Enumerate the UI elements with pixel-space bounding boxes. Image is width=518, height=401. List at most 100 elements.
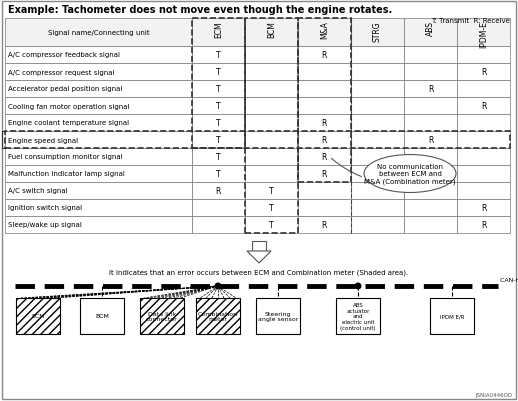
Bar [192, 217, 245, 233]
Text: R: R [215, 186, 221, 196]
Text: Accelerator pedal position signal: Accelerator pedal position signal [8, 86, 122, 92]
Text: STRG: STRG [373, 21, 382, 42]
Text: R: R [481, 102, 486, 111]
Bar [245, 19, 298, 47]
Bar [245, 115, 298, 132]
Bar [192, 166, 245, 182]
Bar [140, 298, 184, 334]
Text: A/C compressor request signal: A/C compressor request signal [8, 69, 114, 75]
Bar [5, 115, 192, 132]
Polygon shape [247, 251, 271, 263]
Text: A/C switch signal: A/C switch signal [8, 188, 68, 194]
Text: Sleep/wake up signal: Sleep/wake up signal [8, 222, 82, 228]
Bar [192, 81, 245, 98]
Bar [298, 81, 351, 98]
Text: T: T [269, 186, 274, 196]
Text: T: T [216, 170, 221, 178]
Text: It indicates that an error occurs between ECM and Combination meter (Shaded area: It indicates that an error occurs betwee… [109, 268, 409, 275]
Circle shape [354, 283, 362, 290]
Bar [457, 217, 510, 233]
Bar [336, 298, 380, 334]
Text: ABS
actuator
and
electric unit
(control unit): ABS actuator and electric unit (control … [340, 302, 376, 330]
Text: T: T [216, 68, 221, 77]
Text: R: R [322, 153, 327, 162]
Bar [351, 81, 404, 98]
Text: T: Transmit  R: Receive: T: Transmit R: Receive [431, 18, 510, 24]
Text: BCM: BCM [267, 21, 276, 38]
Text: Signal name/Connecting unit: Signal name/Connecting unit [48, 30, 149, 36]
Bar [457, 200, 510, 217]
Text: ECM: ECM [31, 314, 45, 319]
Text: Example: Tachometer does not move even though the engine rotates.: Example: Tachometer does not move even t… [8, 5, 392, 15]
Bar [430, 298, 474, 334]
Bar [457, 132, 510, 149]
Text: M&A: M&A [320, 21, 329, 39]
Bar [404, 217, 457, 233]
Bar [457, 166, 510, 182]
Text: Malfunction indicator lamp signal: Malfunction indicator lamp signal [8, 171, 125, 177]
Bar [457, 64, 510, 81]
Text: R: R [322, 170, 327, 178]
Bar [351, 217, 404, 233]
Bar [298, 149, 351, 166]
Bar [351, 98, 404, 115]
Text: R: R [428, 136, 433, 145]
Bar [5, 182, 192, 200]
Bar [245, 47, 298, 64]
Bar [5, 149, 192, 166]
Text: Engine coolant temperature signal: Engine coolant temperature signal [8, 120, 129, 126]
Bar [351, 19, 404, 47]
Text: R: R [322, 51, 327, 60]
Text: JSNIA0446OD: JSNIA0446OD [475, 392, 512, 397]
Text: ECM: ECM [214, 21, 223, 38]
Bar [404, 98, 457, 115]
Text: Data link
connector: Data link connector [146, 311, 178, 322]
Text: R: R [428, 85, 433, 94]
Bar [404, 19, 457, 47]
Bar [404, 81, 457, 98]
Bar [404, 115, 457, 132]
Text: R: R [322, 136, 327, 145]
Bar [457, 98, 510, 115]
Bar [298, 47, 351, 64]
Text: T: T [269, 203, 274, 213]
Text: Cooling fan motor operation signal: Cooling fan motor operation signal [8, 103, 130, 109]
Bar [16, 298, 60, 334]
Bar [298, 217, 351, 233]
Text: Ignition switch signal: Ignition switch signal [8, 205, 82, 211]
Text: R: R [481, 203, 486, 213]
Bar [245, 182, 298, 200]
Text: T: T [216, 51, 221, 60]
Text: No communication
between ECM and
M&A (Combination meter): No communication between ECM and M&A (Co… [364, 164, 456, 184]
Bar [5, 217, 192, 233]
Text: T: T [216, 119, 221, 128]
Circle shape [214, 283, 222, 290]
Bar [404, 47, 457, 64]
Bar [351, 132, 404, 149]
Bar [298, 200, 351, 217]
Bar [196, 298, 240, 334]
Text: Steering
angle sensor: Steering angle sensor [258, 311, 298, 322]
Bar [351, 64, 404, 81]
Bar [5, 81, 192, 98]
Bar [298, 19, 351, 182]
Bar [252, 241, 266, 251]
Bar [245, 200, 298, 217]
Bar [457, 115, 510, 132]
Bar [298, 182, 351, 200]
Bar [351, 166, 404, 182]
Bar [245, 132, 298, 149]
Bar [457, 47, 510, 64]
Bar [192, 115, 245, 132]
Bar [5, 47, 192, 64]
Bar [192, 47, 245, 64]
Bar [404, 64, 457, 81]
Bar [245, 149, 298, 166]
Bar [404, 149, 457, 166]
Text: T: T [216, 85, 221, 94]
Bar [351, 47, 404, 64]
Bar [192, 64, 245, 81]
Bar [5, 132, 510, 149]
Bar [298, 132, 351, 149]
Bar [245, 98, 298, 115]
